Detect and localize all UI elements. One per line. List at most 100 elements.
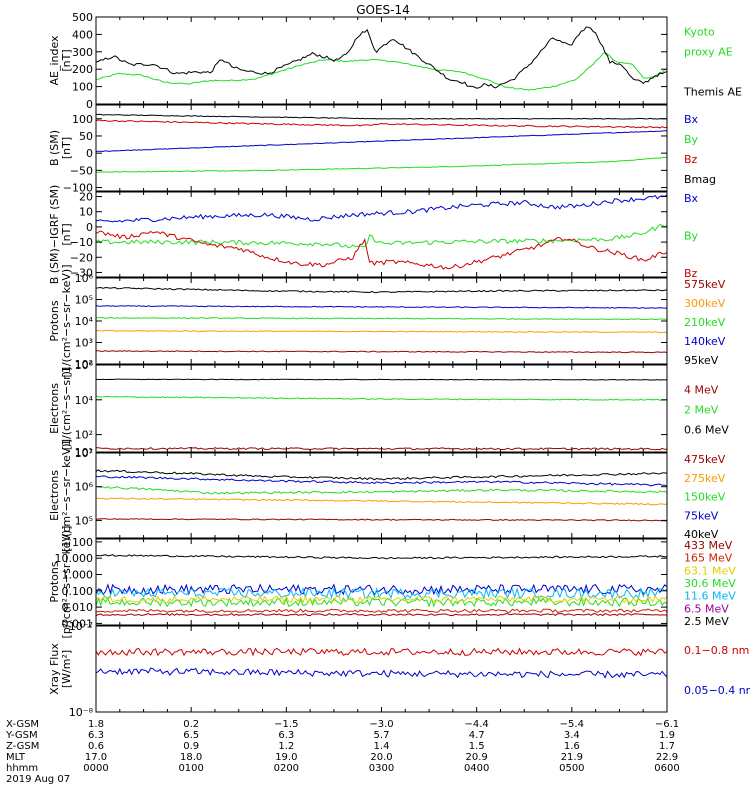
- series-bx-line: [95, 194, 668, 223]
- y-axis-label-line: B (SM)−IGRF (SM): [48, 185, 61, 285]
- y-tick-label: 10⁶: [75, 359, 94, 372]
- y-tick-label: −100: [63, 182, 93, 195]
- y-axis-label-line: [nT]: [60, 49, 73, 71]
- footer-value: 0100: [178, 763, 203, 774]
- series-30-6-mev-line: [95, 596, 668, 608]
- legend-275kev: 275keV: [684, 472, 726, 485]
- series-0-1-0-8-nm-line: [95, 647, 668, 657]
- legend-kyoto: Kyoto: [684, 26, 715, 39]
- panel-8: 10⁻⁸ 10⁻⁷ Xray Flux[W/m²] 0.1−0.8 nm 0.05−0.…: [48, 620, 750, 719]
- y-axis-label: B (SM)[nT]: [48, 130, 73, 166]
- legend-bx: Bx: [684, 113, 699, 126]
- ephemeris-footer: X-GSM 1.8 0.2 −1.5 −3.0 −4.4 −5.4 −6.1 Y-GSM 6.3 6…: [5, 719, 680, 785]
- y-axis-label: Electrons[1/(cm²−s−sr)]: [48, 367, 73, 450]
- footer-value: 6.3: [88, 730, 104, 741]
- y-axis-label: AE_index[nT]: [48, 35, 73, 86]
- y-axis-label-line: [1/(cm²−s−sr−keV)]: [60, 265, 73, 378]
- y-tick-label: −10: [70, 236, 93, 249]
- legend-150kev: 150keV: [684, 491, 726, 504]
- legend-bmag: Bmag: [684, 173, 716, 186]
- legend-140kev: 140keV: [684, 335, 726, 348]
- legend-0-1-0-8-nm: 0.1−0.8 nm: [684, 644, 749, 657]
- legend-40kev: 40keV: [684, 528, 719, 541]
- legend-bz: Bz: [684, 153, 698, 166]
- y-tick-label: −30: [70, 266, 93, 279]
- footer-value: 1.4: [374, 741, 390, 752]
- series-2-mev-line: [95, 395, 668, 401]
- footer-value: −6.1: [655, 719, 679, 730]
- y-axis-label-line: [p/(cm²−s−sr−keV)]: [60, 526, 73, 639]
- y-axis-label-line: B (SM): [48, 130, 61, 166]
- series-75kev-line: [95, 475, 668, 487]
- footer-value: 4.7: [469, 730, 485, 741]
- legend-2-mev: 2 MeV: [684, 404, 719, 417]
- y-tick-label: 100: [72, 536, 93, 549]
- series-165-mev-line: [95, 608, 668, 614]
- series-bz-line: [95, 119, 668, 129]
- footer-date: 2019 Aug 07: [6, 774, 70, 785]
- footer-value: 19.0: [275, 752, 297, 763]
- footer-value: 0600: [654, 763, 679, 774]
- series-bz-line: [95, 230, 668, 270]
- footer-value: 0000: [83, 763, 108, 774]
- legend-0-6-mev: 0.6 MeV: [684, 424, 729, 437]
- series-themis-ae-line: [95, 26, 668, 89]
- footer-value: 17.0: [85, 752, 107, 763]
- series-40kev-line: [95, 469, 668, 481]
- footer-value: 1.9: [659, 730, 675, 741]
- panel-7: 0.0010.0100.1001.00010.000100Protons[p/(…: [48, 526, 736, 639]
- series-11-6-mev-line: [95, 586, 668, 600]
- panel-frame: [95, 452, 668, 539]
- series-95kev-line: [95, 286, 668, 294]
- footer-value: −1.5: [274, 719, 298, 730]
- series-by-line: [95, 156, 668, 173]
- footer-value: 1.8: [88, 719, 104, 730]
- y-tick-label: 10: [79, 206, 93, 219]
- series-0-6-mev-line: [95, 378, 668, 381]
- footer-value: −3.0: [369, 719, 393, 730]
- footer-value: 3.4: [564, 730, 580, 741]
- footer-value: 5.7: [374, 730, 390, 741]
- legend-210kev: 210keV: [684, 316, 726, 329]
- series-433-mev-line: [95, 612, 668, 617]
- series-140kev-line: [95, 305, 668, 309]
- panel-4: 10²10³10⁴10⁵10⁶Protons[1/(cm²−s−sr−keV)]…: [48, 265, 726, 378]
- footer-value: 1.6: [564, 741, 580, 752]
- legend-575kev: 575keV: [684, 278, 726, 291]
- footer-row-label: Y-GSM: [5, 730, 38, 741]
- y-tick-label: 100: [72, 113, 93, 126]
- y-tick-label: 10⁻⁷: [69, 620, 93, 633]
- legend-by: By: [684, 133, 699, 146]
- y-axis-label-line: [1/(cm²−s−sr−keV)]: [60, 439, 73, 552]
- y-tick-label: 0: [86, 221, 93, 234]
- legend-6-5-mev: 6.5 MeV: [684, 602, 729, 615]
- series-by-line: [95, 224, 668, 249]
- y-tick-label: 10⁷: [75, 447, 93, 460]
- series-2-5-mev-line: [95, 554, 668, 560]
- footer-value: 22.9: [656, 752, 678, 763]
- series-kyoto-proxy-ae-line: [95, 52, 668, 91]
- y-tick-label: 10⁴: [75, 315, 94, 328]
- y-tick-label: 10²: [75, 429, 93, 442]
- footer-value: −4.4: [465, 719, 489, 730]
- y-tick-label: 1.000: [62, 568, 94, 581]
- y-axis-label: Electrons[1/(cm²−s−sr−keV)]: [48, 439, 73, 552]
- y-tick-label: 10²: [75, 358, 93, 371]
- panel-1: 0 100 200 300 400 500 AE_index[nT] Kyoto proxy A…: [48, 11, 742, 111]
- y-tick-label: 0.001: [62, 617, 94, 630]
- panel-frame: [95, 364, 668, 453]
- legend-95kev: 95keV: [684, 354, 719, 367]
- panel-frame: [95, 191, 668, 278]
- footer-row-label: hhmm: [6, 763, 38, 774]
- y-tick-label: 10³: [75, 337, 93, 350]
- series-300kev-line: [95, 329, 667, 334]
- legend-themis-ae: Themis AE: [683, 86, 742, 99]
- footer-value: 6.3: [278, 730, 294, 741]
- y-axis-label-line: [nT]: [60, 137, 73, 159]
- y-tick-label: 0.010: [62, 601, 94, 614]
